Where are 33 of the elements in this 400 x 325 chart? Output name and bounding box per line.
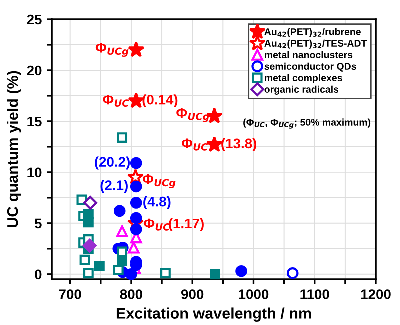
legend-label: Au$_{42}$(PET)$_{32}$/rubrene <box>264 28 361 38</box>
annotation: Φ$_{UCg}$ <box>96 43 129 58</box>
y-tick-label: 20 <box>27 66 42 76</box>
annotation: (2.1) <box>100 180 128 194</box>
annotation: (Φ$_{UC}$, Φ$_{UCg}$; 50% maximum) <box>244 118 371 129</box>
x-tick-label: 1000 <box>239 290 269 300</box>
x-tick-label: 800 <box>120 290 142 300</box>
y-tick-label: 0 <box>35 270 42 280</box>
annotation: (1.17) <box>169 218 204 232</box>
annotation: (0.14) <box>142 94 178 108</box>
annotation: Φ$_{UC}$ <box>103 94 130 107</box>
annotation: Φ$_{UCg}$ <box>143 174 176 189</box>
annotation: (4.8) <box>144 196 171 210</box>
annotation: Φ$_{UC}$ <box>144 218 170 231</box>
legend-label: Au$_{42}$(PET)$_{32}$/TES-ADT <box>264 40 368 49</box>
y-tick-label: 5 <box>34 218 42 229</box>
x-tick-label: 900 <box>182 290 204 300</box>
legend-label: semiconductor QDs <box>264 62 356 72</box>
y-tick-label: 10 <box>28 168 42 178</box>
x-tick-label: 1100 <box>300 290 330 300</box>
legend-label: metal complexes <box>265 74 342 84</box>
annotation: Φ$_{UC}$ <box>182 138 208 151</box>
legend-label: organic radicals <box>264 86 339 95</box>
annotation: (13.8) <box>222 138 257 152</box>
annotation: (20.2) <box>95 156 130 170</box>
legend-label: metal nanoclusters <box>265 51 353 59</box>
y-tick-label: 25 <box>27 14 42 25</box>
y-axis-title: UC quantum yield (%) <box>7 71 22 228</box>
y-tick-label: 15 <box>28 116 42 127</box>
x-tick-label: 700 <box>59 290 82 300</box>
annotation: Φ$_{UCg}$ <box>176 108 210 122</box>
x-tick-label: 1200 <box>361 290 391 300</box>
x-axis-title: Excitation wavelength / nm <box>116 308 312 322</box>
